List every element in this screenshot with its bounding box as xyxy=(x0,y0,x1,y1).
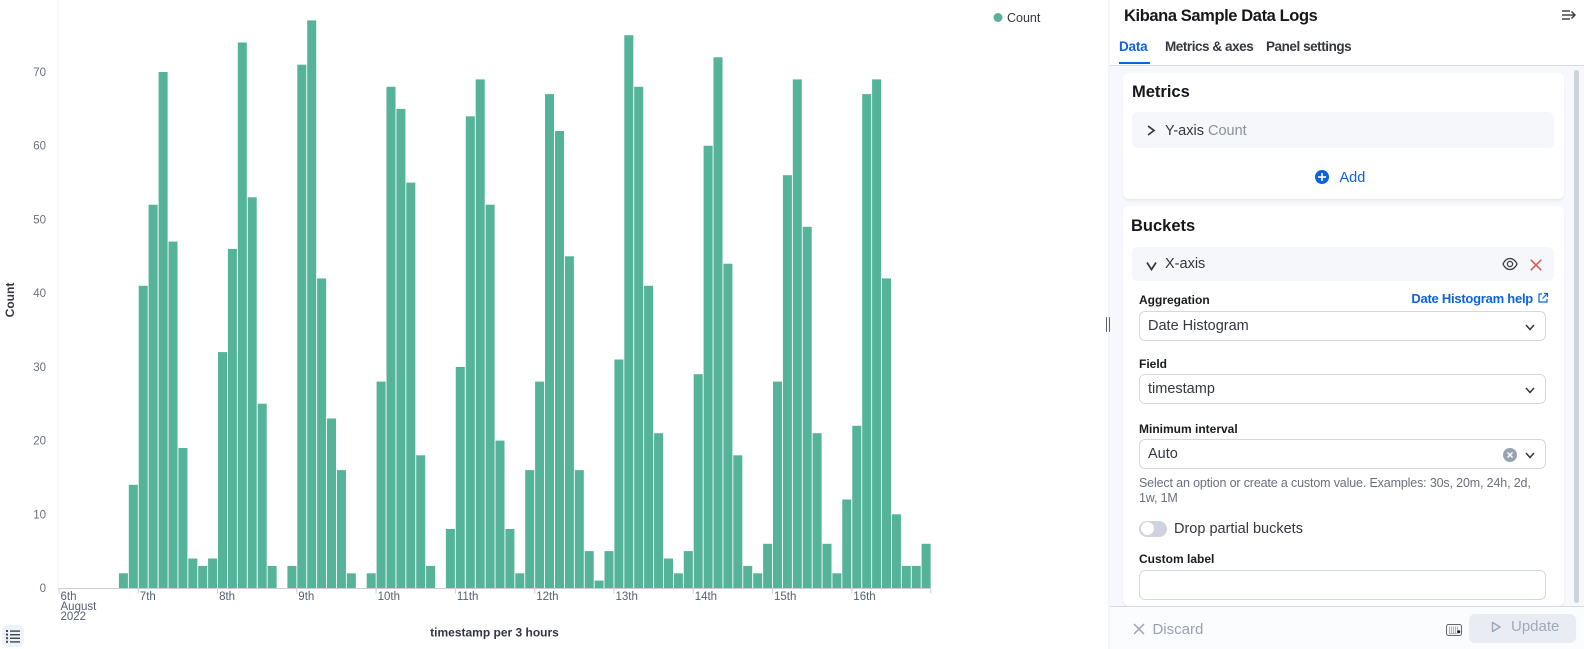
svg-text:Count: Count xyxy=(1007,11,1041,25)
svg-text:Count: Count xyxy=(3,283,17,318)
svg-text:40: 40 xyxy=(33,288,46,300)
svg-text:6th: 6th xyxy=(61,591,77,603)
svg-text:50: 50 xyxy=(33,214,46,226)
svg-text:2022: 2022 xyxy=(61,611,87,623)
svg-text:14th: 14th xyxy=(695,591,717,603)
svg-text:70: 70 xyxy=(33,67,46,79)
svg-text:15th: 15th xyxy=(774,591,796,603)
svg-text:13th: 13th xyxy=(616,591,638,603)
svg-text:9th: 9th xyxy=(298,591,314,603)
svg-text:10th: 10th xyxy=(378,591,400,603)
svg-text:August: August xyxy=(61,601,98,613)
svg-text:12th: 12th xyxy=(536,591,558,603)
svg-text:60: 60 xyxy=(33,141,46,153)
svg-text:16th: 16th xyxy=(853,591,875,603)
svg-text:20: 20 xyxy=(33,436,46,448)
svg-text:30: 30 xyxy=(33,362,46,374)
svg-text:timestamp per 3 hours: timestamp per 3 hours xyxy=(430,626,559,640)
svg-text:8th: 8th xyxy=(219,591,235,603)
svg-text:7th: 7th xyxy=(140,591,156,603)
svg-text:10: 10 xyxy=(33,509,46,521)
svg-text:11th: 11th xyxy=(457,591,479,603)
svg-text:0: 0 xyxy=(40,583,46,595)
